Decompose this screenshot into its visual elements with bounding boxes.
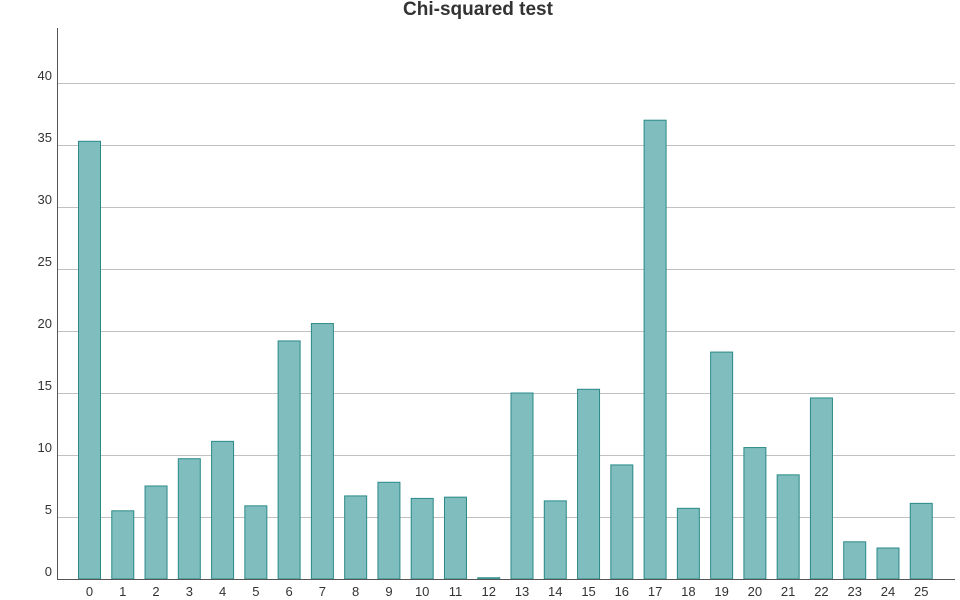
y-tick-label: 5 [45,502,52,517]
bar [244,505,268,580]
x-tick-label: 6 [286,584,293,599]
bar [776,474,800,580]
x-tick-label: 9 [385,584,392,599]
axes [57,28,955,580]
x-tick-label: 19 [714,584,728,599]
bar [111,510,135,580]
x-tick-label: 25 [914,584,928,599]
y-tick-label: 30 [38,192,52,207]
y-tick-label: 35 [38,130,52,145]
bar [577,388,601,580]
x-tick-label: 1 [119,584,126,599]
bar [843,541,867,580]
bars [78,119,933,580]
x-tick-label: 21 [781,584,795,599]
x-tick-label: 8 [352,584,359,599]
x-tick-label: 13 [515,584,529,599]
x-tick-label: 4 [219,584,226,599]
x-tick-label: 17 [648,584,662,599]
y-tick-label: 15 [38,378,52,393]
x-tick-label: 22 [814,584,828,599]
grid-lines [57,83,955,518]
y-tick-label: 10 [38,440,52,455]
bar [144,485,168,580]
x-tick-label: 23 [847,584,861,599]
bar [443,496,467,580]
bar [543,500,567,580]
x-tick-label: 14 [548,584,562,599]
bar [909,502,933,580]
bar [177,458,201,580]
bar [310,323,334,580]
y-tick-label: 0 [45,564,52,579]
x-tick-label: 18 [681,584,695,599]
x-axis-tick-labels: 0 1 2 3 4 5 6 7 8 9 10 11 12 13 14 15 16 17 18 19 20 21 22 23 24… [86,584,929,599]
bar [710,351,734,580]
x-tick-label: 12 [482,584,496,599]
bar [344,495,368,580]
x-tick-label: 15 [581,584,595,599]
y-tick-label: 25 [38,254,52,269]
bar [643,119,667,580]
y-tick-label: 40 [38,68,52,83]
bar [277,340,301,580]
x-tick-label: 16 [615,584,629,599]
bar [78,140,101,580]
x-tick-label: 0 [86,584,93,599]
x-tick-label: 7 [319,584,326,599]
bar [809,397,833,580]
y-axis-tick-labels: 0 5 10 15 20 25 30 35 40 [38,68,52,579]
bar [377,481,401,580]
bar [477,577,501,580]
bar [610,464,634,580]
x-tick-label: 11 [449,584,463,599]
bar [510,392,534,580]
bar [211,440,235,580]
x-tick-label: 3 [186,584,193,599]
x-tick-label: 24 [881,584,895,599]
bar [410,497,434,580]
chart-title: Chi-squared test [403,0,553,20]
x-tick-label: 5 [252,584,259,599]
bar [876,547,900,580]
x-tick-label: 2 [152,584,159,599]
y-tick-label: 20 [38,316,52,331]
bar [743,447,767,580]
bar [676,507,700,580]
x-tick-label: 20 [748,584,762,599]
x-tick-label: 10 [415,584,429,599]
